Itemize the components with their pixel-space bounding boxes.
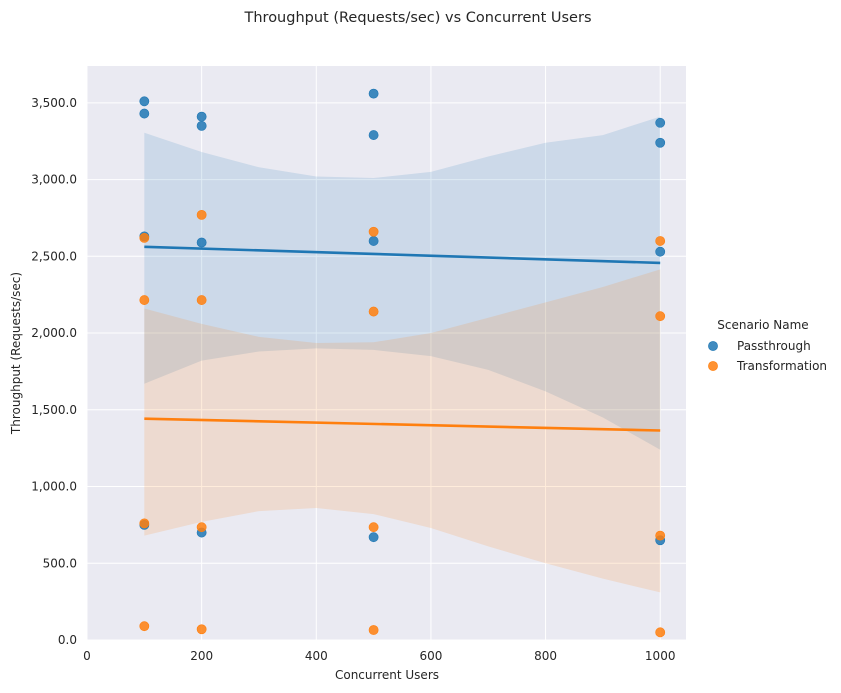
chart-title: Throughput (Requests/sec) vs Concurrent … — [244, 10, 592, 26]
fit-line — [144, 245, 661, 265]
data-point — [196, 522, 207, 533]
fit-line — [144, 417, 661, 432]
data-point — [368, 625, 379, 635]
data-point — [196, 120, 207, 131]
confidence-band — [144, 269, 661, 593]
x-tick-label: 400 — [305, 649, 328, 663]
data-point — [196, 209, 207, 220]
legend-marker — [708, 361, 718, 371]
y-tick-label: 1,000.0 — [31, 480, 77, 494]
data-point — [655, 530, 666, 541]
data-point — [655, 627, 666, 638]
data-point — [368, 226, 379, 237]
data-point — [139, 621, 150, 632]
x-tick-label: 0 — [83, 649, 91, 663]
legend-marker — [708, 341, 718, 351]
data-point — [368, 130, 379, 140]
confidence-bands — [144, 116, 661, 593]
confidence-band — [144, 116, 661, 450]
data-point — [655, 117, 666, 128]
plot-background — [87, 66, 686, 640]
x-tick-label: 800 — [534, 649, 557, 663]
scatter-points — [139, 88, 666, 638]
data-point — [368, 306, 379, 317]
data-point — [196, 111, 207, 122]
x-tick-label: 600 — [419, 649, 442, 663]
y-axis-label: Throughput (Requests/sec) — [9, 272, 23, 435]
legend-label: Transformation — [736, 359, 827, 373]
data-point — [139, 295, 150, 305]
x-axis-label: Concurrent Users — [335, 668, 439, 682]
y-tick-label: 2,500.0 — [31, 249, 77, 263]
fit-lines — [144, 245, 661, 432]
y-tick-label: 500.0 — [43, 556, 77, 570]
y-tick-label: 3,500.0 — [31, 96, 77, 110]
x-tick-label: 1000 — [645, 649, 676, 663]
y-tick-label: 3,000.0 — [31, 173, 77, 187]
legend-title: Scenario Name — [717, 318, 808, 332]
data-point — [368, 522, 379, 533]
gridlines — [86, 66, 686, 641]
data-point — [196, 295, 207, 305]
legend-label: Passthrough — [737, 339, 811, 353]
data-point — [139, 108, 150, 119]
x-tick-label: 200 — [190, 649, 213, 663]
data-point — [655, 236, 666, 246]
data-point — [196, 624, 207, 635]
y-tick-label: 1,500.0 — [31, 403, 77, 417]
y-tick-label: 2,000.0 — [31, 326, 77, 340]
data-point — [655, 137, 666, 148]
data-point — [139, 232, 150, 243]
data-point — [139, 96, 150, 107]
data-point — [368, 532, 379, 543]
y-tick-label: 0.0 — [58, 633, 77, 647]
data-point — [368, 236, 379, 246]
y-tick-labels: 0.0 500.0 1,000.0 1,500.0 2,000.0 2,500.0 3,00… — [31, 96, 77, 647]
data-point — [196, 237, 207, 248]
data-point — [368, 88, 379, 99]
data-point — [655, 311, 666, 322]
legend: Scenario Name Passthrough Transformation — [708, 318, 827, 373]
x-tick-labels: 0 200 400 600 800 1000 — [83, 649, 675, 663]
data-point — [139, 518, 150, 529]
data-point — [655, 246, 666, 257]
